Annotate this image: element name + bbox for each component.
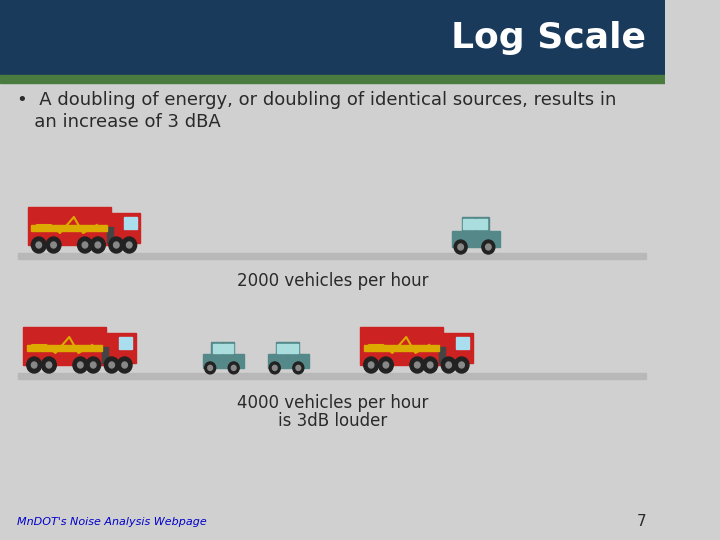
Circle shape: [104, 357, 119, 373]
Bar: [32, 225, 107, 231]
Bar: [19, 373, 647, 379]
Bar: [439, 347, 445, 363]
Circle shape: [78, 237, 92, 253]
Circle shape: [296, 366, 301, 370]
Circle shape: [379, 357, 393, 373]
Circle shape: [122, 362, 127, 368]
Bar: [19, 253, 647, 259]
Text: MnDOT's Noise Analysis Webpage: MnDOT's Noise Analysis Webpage: [17, 517, 207, 527]
Text: 7: 7: [636, 515, 647, 530]
Circle shape: [272, 366, 277, 370]
Circle shape: [109, 362, 114, 368]
Circle shape: [27, 357, 42, 373]
Circle shape: [32, 362, 37, 368]
Bar: [268, 354, 308, 368]
Circle shape: [415, 362, 420, 368]
Bar: [452, 231, 500, 247]
Circle shape: [228, 362, 239, 374]
Circle shape: [231, 366, 236, 370]
Text: Log Scale: Log Scale: [451, 21, 647, 55]
Circle shape: [109, 237, 124, 253]
Circle shape: [46, 237, 61, 253]
Circle shape: [208, 366, 212, 370]
Bar: [464, 219, 474, 229]
Circle shape: [485, 244, 491, 250]
Bar: [211, 342, 235, 354]
Bar: [288, 344, 297, 353]
Circle shape: [36, 242, 42, 248]
Bar: [0, 0, 665, 75]
Text: 2000 vehicles per hour: 2000 vehicles per hour: [237, 272, 428, 290]
Bar: [212, 344, 222, 353]
Circle shape: [446, 362, 451, 368]
Bar: [276, 342, 299, 354]
Circle shape: [51, 242, 56, 248]
Bar: [456, 337, 469, 349]
Circle shape: [428, 362, 433, 368]
Circle shape: [269, 362, 280, 374]
Circle shape: [32, 237, 46, 253]
Bar: [106, 333, 135, 363]
Circle shape: [78, 362, 83, 368]
Bar: [462, 217, 490, 231]
Circle shape: [73, 357, 88, 373]
Circle shape: [114, 242, 119, 248]
Circle shape: [423, 357, 438, 373]
Bar: [443, 333, 472, 363]
Bar: [203, 354, 244, 368]
Bar: [223, 344, 233, 353]
Circle shape: [95, 242, 101, 248]
Circle shape: [369, 362, 374, 368]
Circle shape: [383, 362, 389, 368]
Circle shape: [42, 357, 56, 373]
Circle shape: [441, 357, 456, 373]
Circle shape: [86, 357, 101, 373]
Bar: [119, 337, 132, 349]
Circle shape: [454, 357, 469, 373]
Text: an increase of 3 dBA: an increase of 3 dBA: [17, 113, 220, 131]
Circle shape: [127, 242, 132, 248]
Circle shape: [454, 240, 467, 254]
Bar: [102, 347, 108, 363]
Circle shape: [364, 357, 379, 373]
Bar: [360, 327, 443, 365]
Circle shape: [459, 362, 464, 368]
Text: 4000 vehicles per hour: 4000 vehicles per hour: [237, 394, 428, 412]
Circle shape: [117, 357, 132, 373]
Text: •  A doubling of energy, or doubling of identical sources, results in: • A doubling of energy, or doubling of i…: [17, 91, 616, 109]
Circle shape: [82, 242, 88, 248]
Bar: [0, 75, 665, 83]
Circle shape: [204, 362, 216, 374]
Bar: [23, 327, 106, 365]
Bar: [364, 345, 439, 351]
Circle shape: [122, 237, 137, 253]
Bar: [111, 213, 140, 243]
Circle shape: [91, 362, 96, 368]
Bar: [27, 345, 102, 351]
Text: is 3dB louder: is 3dB louder: [278, 412, 387, 430]
Bar: [124, 217, 137, 229]
Circle shape: [293, 362, 304, 374]
Circle shape: [482, 240, 495, 254]
Circle shape: [458, 244, 464, 250]
Circle shape: [91, 237, 105, 253]
Bar: [277, 344, 287, 353]
Bar: [477, 219, 487, 229]
Circle shape: [410, 357, 425, 373]
Bar: [27, 207, 111, 245]
Circle shape: [46, 362, 52, 368]
Bar: [107, 227, 112, 243]
